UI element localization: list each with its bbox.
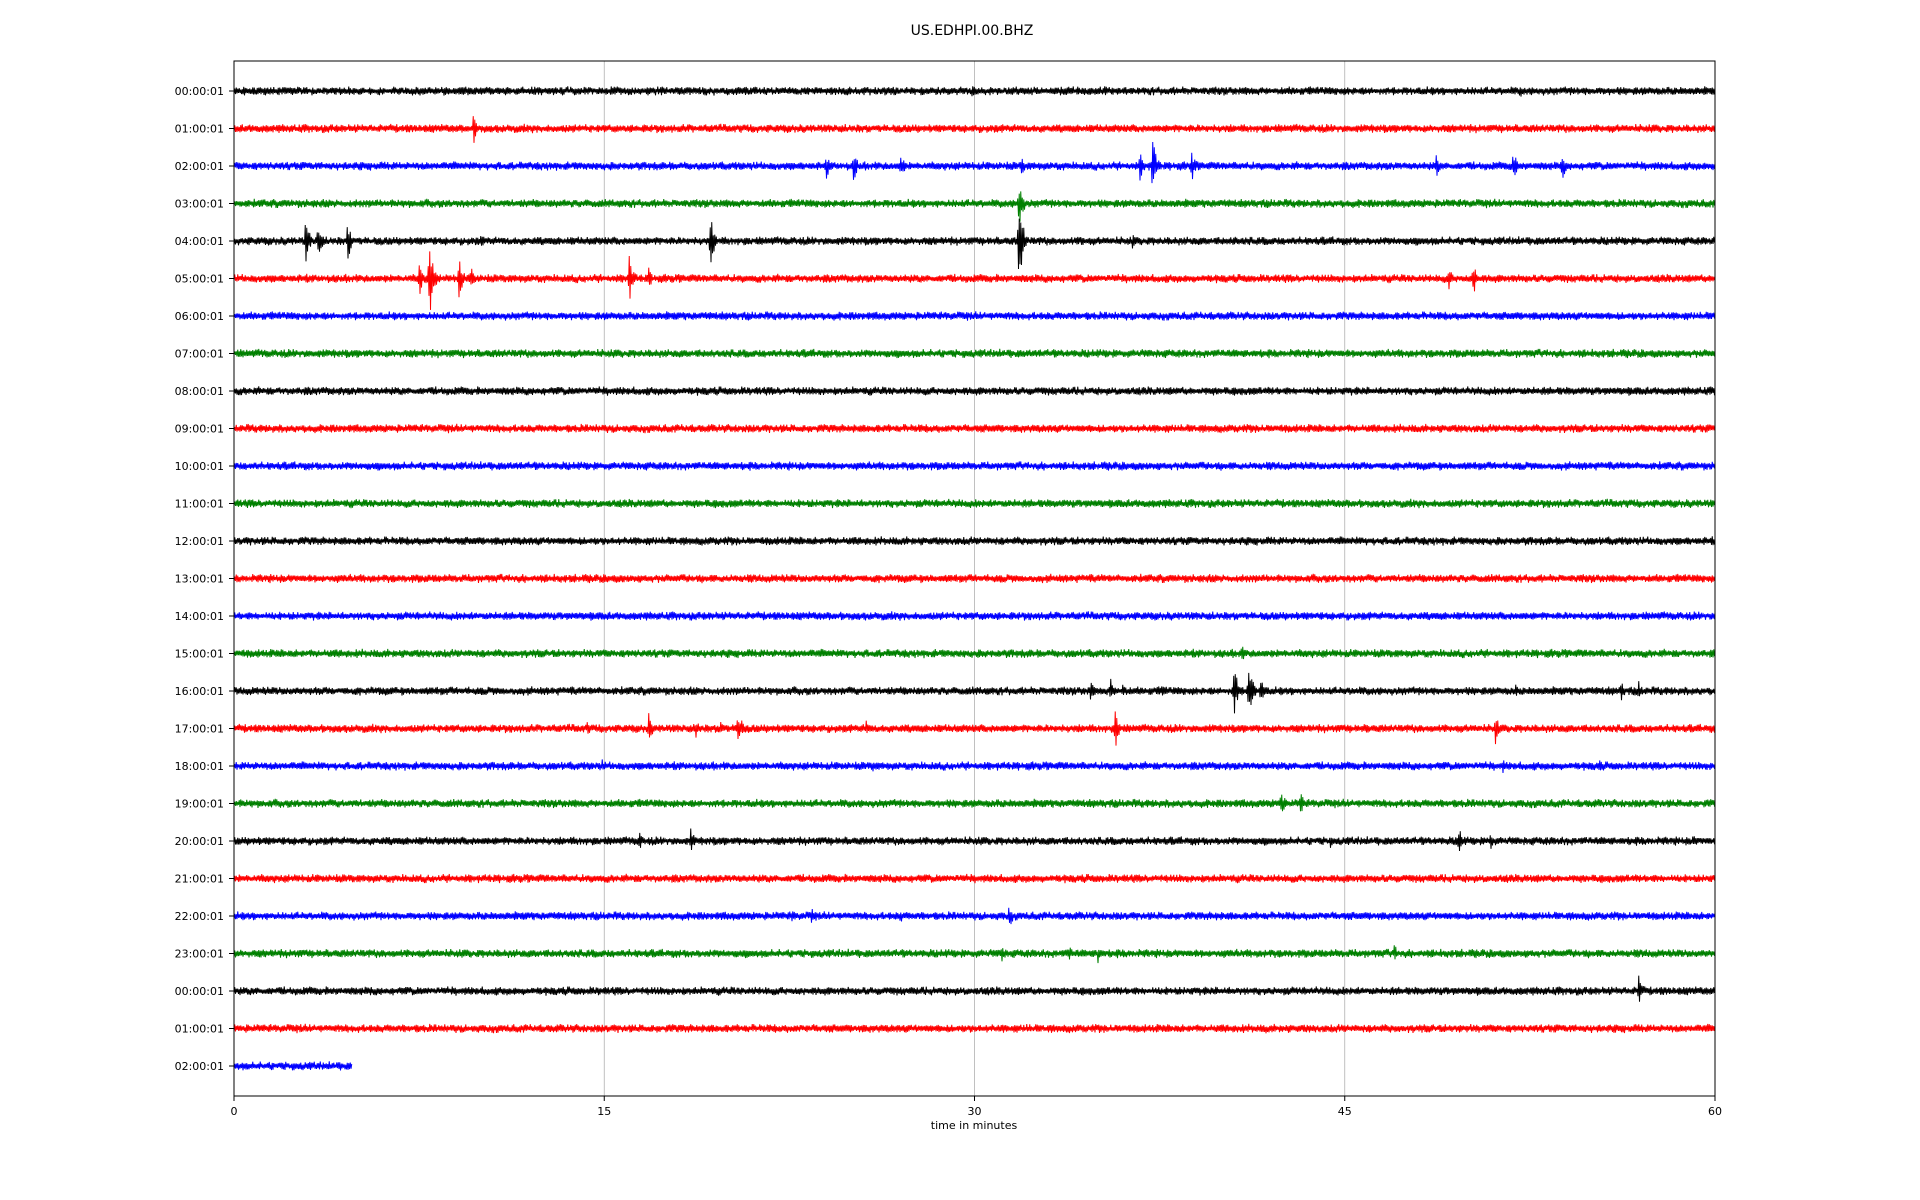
row-label: 08:00:01 [175,385,224,398]
trace-line-row-15 [233,646,1715,660]
x-axis-label: time in minutes [931,1119,1018,1132]
row-label: 01:00:01 [175,1023,224,1036]
trace-line-row-26 [233,1061,353,1071]
x-tick-label-0: 0 [231,1105,238,1118]
row-label: 23:00:01 [175,948,224,961]
trace-line-row-16 [233,672,1715,714]
row-label: 13:00:01 [175,573,224,586]
row-label: 19:00:01 [175,798,224,811]
traces-layer [233,86,1715,1071]
row-label: 00:00:01 [175,985,224,998]
trace-line-row-11 [233,498,1715,509]
trace-line-row-25 [233,1023,1715,1034]
trace-line-row-10 [233,461,1715,471]
x-axis-ticks: 0 15 30 45 60 [231,1096,1722,1118]
trace-line-row-5 [233,251,1715,310]
trace-line-row-3 [233,191,1715,222]
trace-line-row-8 [233,386,1715,396]
row-labels: 00:00:01 01:00:01 02:00:01 03:00:01 04:00:01… [175,85,234,1073]
row-label: 18:00:01 [175,760,224,773]
x-tick-label-15: 15 [597,1105,611,1118]
row-label: 04:00:01 [175,235,224,248]
trace-line-row-24 [233,975,1715,1002]
row-label: 06:00:01 [175,310,224,323]
trace-line-row-19 [233,794,1715,812]
row-label: 16:00:01 [175,685,224,698]
x-tick-label-30: 30 [968,1105,982,1118]
trace-line-row-13 [233,573,1715,584]
trace-line-row-18 [233,759,1715,774]
chart-title: US.EDHPI.00.BHZ [911,23,1034,39]
row-label: 11:00:01 [175,498,224,511]
row-label: 21:00:01 [175,873,224,886]
trace-line-row-9 [233,423,1715,434]
trace-line-row-20 [233,828,1715,852]
row-label: 14:00:01 [175,610,224,623]
row-label: 00:00:01 [175,85,224,98]
trace-line-row-21 [233,873,1715,884]
row-label: 10:00:01 [175,460,224,473]
trace-line-row-4 [233,218,1715,269]
row-label: 02:00:01 [175,160,224,173]
trace-line-row-7 [233,348,1715,359]
trace-line-row-23 [233,945,1715,964]
row-label: 15:00:01 [175,648,224,661]
trace-line-row-6 [233,311,1715,321]
row-label: 03:00:01 [175,198,224,211]
trace-line-row-0 [233,86,1715,97]
row-label: 07:00:01 [175,348,224,361]
x-tick-label-60: 60 [1708,1105,1722,1118]
row-label: 20:00:01 [175,835,224,848]
trace-line-row-17 [233,711,1715,746]
row-label: 09:00:01 [175,423,224,436]
trace-line-row-14 [233,611,1715,621]
trace-line-row-12 [233,536,1715,546]
x-tick-label-45: 45 [1338,1105,1352,1118]
trace-line-row-2 [233,142,1715,184]
trace-line-row-22 [233,907,1715,925]
trace-line-row-1 [233,116,1715,143]
row-label: 17:00:01 [175,723,224,736]
row-label: 02:00:01 [175,1060,224,1073]
row-label: 05:00:01 [175,273,224,286]
row-label: 22:00:01 [175,910,224,923]
row-label: 12:00:01 [175,535,224,548]
row-label: 01:00:01 [175,123,224,136]
